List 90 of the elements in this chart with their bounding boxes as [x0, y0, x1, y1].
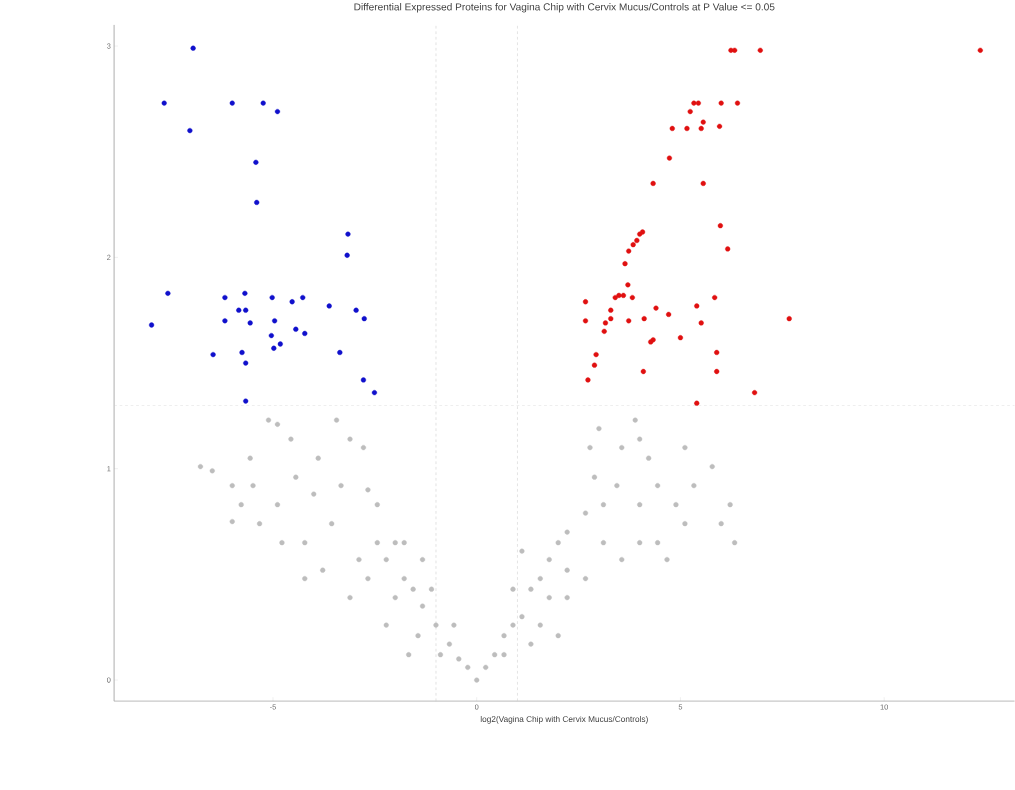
- point: [634, 237, 640, 244]
- point: [239, 349, 245, 356]
- point: [757, 47, 763, 53]
- point: [602, 320, 609, 326]
- point: [236, 307, 242, 313]
- point: [591, 362, 598, 368]
- point: [190, 45, 196, 51]
- point: [582, 318, 589, 324]
- point: [700, 180, 706, 187]
- point: [653, 305, 659, 311]
- x-axis-title: log2(Vagina Chip with Cervix Mucus/Controls): [480, 715, 648, 724]
- point: [669, 125, 675, 132]
- point: [695, 100, 701, 106]
- point: [601, 328, 607, 334]
- point: [326, 303, 332, 309]
- point: [210, 352, 216, 358]
- point: [345, 231, 351, 237]
- point: [712, 294, 718, 301]
- point: [293, 326, 299, 332]
- point: [289, 299, 295, 305]
- point: [254, 199, 260, 206]
- point: [302, 330, 308, 337]
- point: [620, 292, 626, 299]
- point: [629, 294, 635, 301]
- point: [684, 125, 690, 132]
- point: [687, 109, 693, 115]
- point: [718, 100, 724, 106]
- point: [582, 299, 589, 305]
- point: [371, 390, 378, 396]
- point: [274, 109, 281, 115]
- point: [714, 349, 720, 356]
- point: [626, 318, 632, 324]
- point: [353, 307, 359, 313]
- point: [161, 100, 167, 106]
- point: [165, 290, 171, 296]
- point: [698, 320, 704, 326]
- point: [622, 261, 628, 267]
- point: [360, 377, 367, 383]
- point: [698, 125, 704, 132]
- point: [666, 155, 673, 161]
- point: [243, 307, 249, 313]
- point: [242, 290, 248, 296]
- point: [337, 349, 343, 356]
- point: [714, 368, 720, 375]
- point: [271, 345, 277, 351]
- point: [593, 352, 599, 358]
- point: [717, 223, 723, 229]
- point: [677, 335, 684, 341]
- point: [666, 311, 672, 318]
- point: [222, 294, 228, 301]
- point: [243, 360, 249, 366]
- point: [300, 294, 306, 301]
- point: [691, 100, 697, 106]
- point: [626, 248, 632, 254]
- chart-title: Differential Expressed Proteins for Vagina Chip with Cervix Mucus/Controls at P Value <= 0.05: [354, 3, 775, 13]
- point: [630, 242, 636, 248]
- point: [728, 47, 734, 53]
- point: [272, 318, 278, 324]
- point: [243, 398, 249, 404]
- point: [641, 316, 647, 322]
- point: [253, 159, 259, 165]
- point: [247, 320, 253, 326]
- point: [716, 123, 723, 129]
- point: [608, 307, 614, 313]
- point: [977, 47, 983, 53]
- point: [344, 252, 350, 258]
- point: [700, 119, 706, 125]
- point: [786, 316, 792, 322]
- point: [640, 368, 646, 375]
- point: [725, 246, 731, 252]
- point: [650, 180, 656, 187]
- point: [625, 282, 631, 288]
- point: [269, 294, 275, 301]
- point: [361, 316, 367, 322]
- point: [260, 100, 266, 106]
- point: [639, 229, 646, 235]
- point: [612, 294, 618, 301]
- point: [148, 322, 155, 328]
- point: [608, 316, 614, 322]
- point: [734, 100, 741, 106]
- point: [585, 377, 591, 383]
- point: [268, 333, 274, 339]
- point: [277, 341, 283, 347]
- point: [694, 303, 700, 309]
- point: [752, 390, 758, 396]
- point: [694, 400, 700, 406]
- point: [187, 128, 193, 134]
- point: [222, 318, 228, 324]
- point: [732, 47, 738, 53]
- point: [229, 100, 235, 106]
